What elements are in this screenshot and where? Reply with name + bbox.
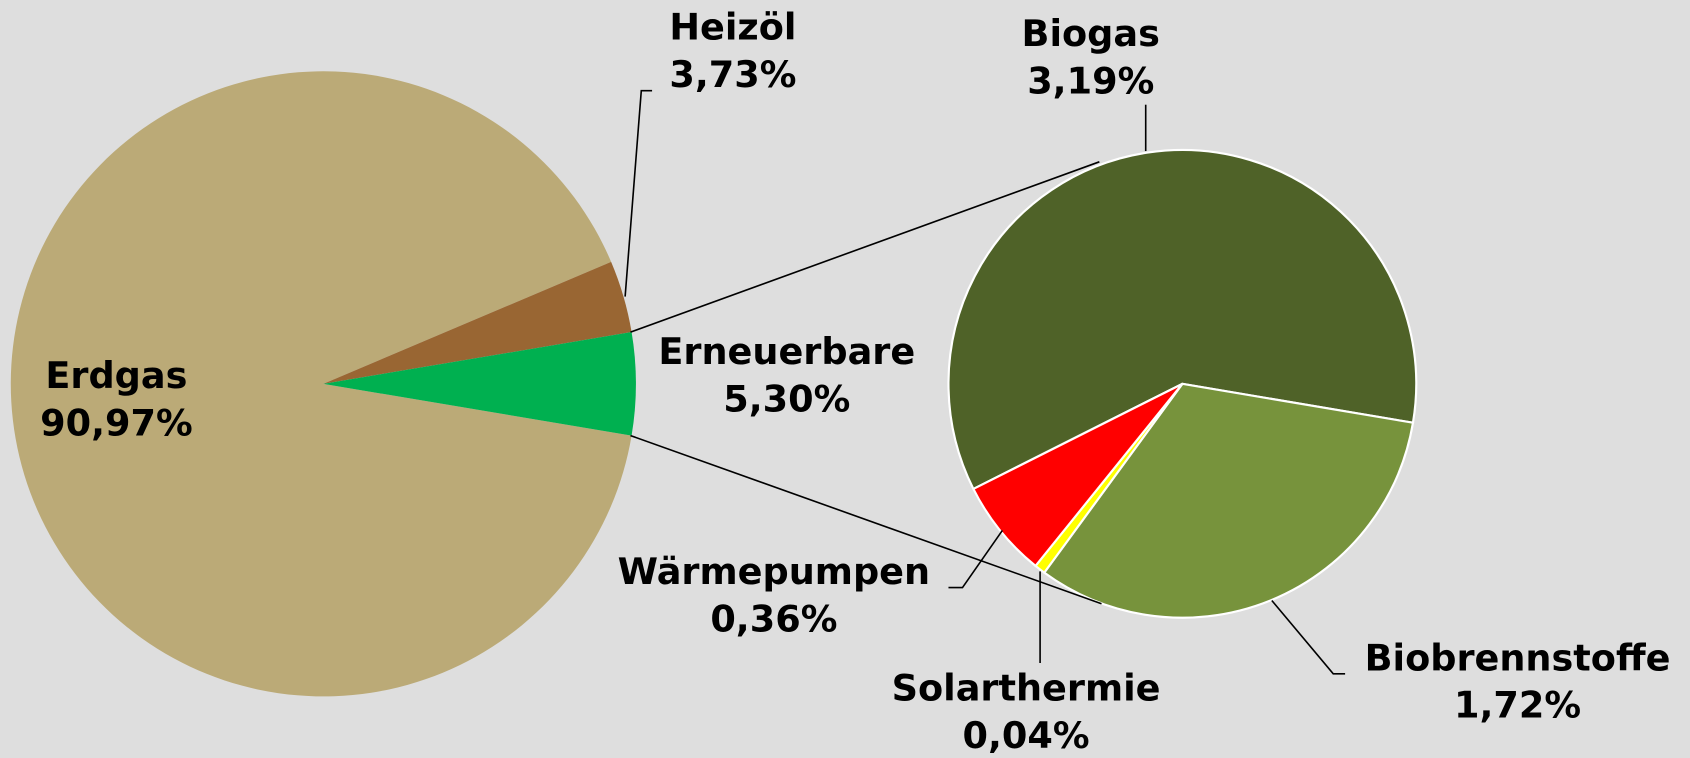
slice-value-label: 3,19% [1027, 60, 1154, 103]
slice-value-label: 3,73% [669, 53, 796, 96]
slice-label: Solarthermie [892, 666, 1161, 709]
slice-label: Wärmepumpen [618, 550, 930, 593]
slice-label: Erneuerbare [658, 330, 915, 373]
slice-label: Erdgas [45, 354, 187, 397]
slice-value-label: 90,97% [40, 401, 193, 444]
leader-line [1271, 599, 1346, 675]
slice-label: Heizöl [669, 6, 796, 49]
leader-line [624, 89, 653, 297]
slice-label: Biobrennstoffe [1365, 636, 1671, 679]
slice-value-label: 0,04% [963, 714, 1090, 757]
leader-line [948, 529, 1004, 589]
pie [10, 71, 636, 697]
pie-slice [971, 382, 1184, 568]
pie-slice [947, 148, 1418, 491]
pie-slice [323, 261, 632, 384]
slice-value-label: 0,36% [710, 597, 837, 640]
connector-line [630, 161, 1100, 333]
pie [947, 148, 1418, 619]
slice-value-label: 5,30% [723, 378, 850, 421]
connector-line [630, 434, 1102, 605]
pie-slice [323, 332, 636, 436]
slice-label: Biogas [1022, 12, 1160, 55]
pie-slice [10, 71, 632, 697]
slice-value-label: 1,72% [1454, 684, 1581, 727]
